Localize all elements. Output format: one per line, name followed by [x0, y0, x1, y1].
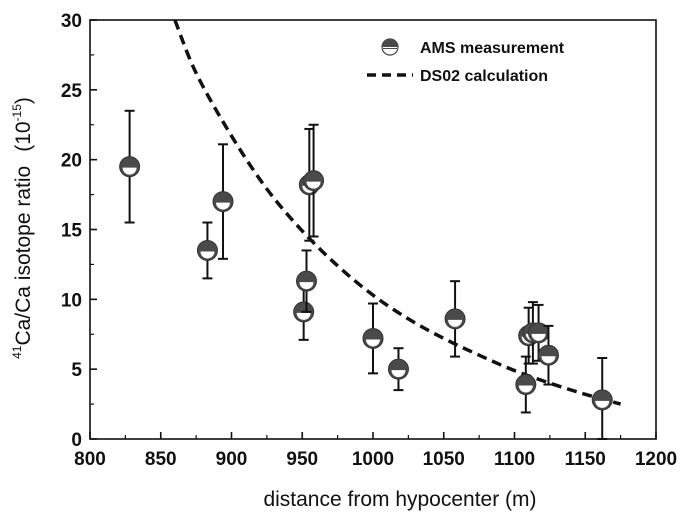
y-tick-label: 15 — [61, 221, 83, 242]
x-axis-title: distance from hypocenter (m) — [263, 488, 536, 511]
x-tick-label: 800 — [74, 449, 106, 470]
marker-light-half — [200, 251, 215, 259]
legend-label-ds02: DS02 calculation — [420, 68, 548, 85]
marker-light-half — [595, 400, 610, 408]
ams-point — [591, 356, 613, 440]
y-tick-label: 20 — [61, 151, 82, 172]
marker-light-half — [122, 167, 137, 175]
ams-point — [196, 221, 218, 280]
y-axis-unit-close: ) — [12, 97, 35, 104]
x-tick-label: 1000 — [352, 449, 394, 470]
ds02-curve — [173, 19, 622, 406]
x-tick-label: 1200 — [635, 449, 677, 470]
y-axis-title-superscript: 41 — [10, 345, 24, 359]
y-tick-label: 0 — [71, 430, 82, 451]
ams-point — [362, 302, 384, 375]
ams-point — [119, 109, 141, 224]
marker-light-half — [518, 385, 533, 393]
y-axis-unit-exp: -15 — [10, 104, 24, 122]
marker-light-half — [299, 282, 314, 290]
ams-point — [444, 280, 466, 358]
marker-light-half — [306, 181, 321, 189]
marker-light-half — [391, 370, 406, 378]
y-tick-label: 25 — [61, 81, 83, 102]
y-tick-label: 30 — [61, 11, 82, 32]
svg-text:41Ca/Ca isotope ratio(10-15): 41Ca/Ca isotope ratio (10-15) — [10, 97, 35, 359]
x-tick-label: 850 — [145, 449, 177, 470]
marker-light-half — [366, 339, 380, 347]
marker-light-half — [448, 319, 463, 327]
marker-light-half — [541, 356, 556, 364]
x-tick-label: 1050 — [423, 449, 465, 470]
ams-point — [212, 143, 234, 260]
ams-point — [528, 303, 550, 362]
y-axis-unit-base: (10 — [12, 121, 35, 151]
y-tick-label: 5 — [71, 360, 82, 381]
plot-frame — [89, 19, 657, 440]
legend: AMS measurement DS02 calculation — [367, 38, 565, 85]
y-axis-title-main: Ca/Ca isotope ratio — [12, 166, 35, 346]
y-tick-label: 10 — [61, 290, 82, 311]
ams-point — [387, 347, 409, 392]
x-tick-label: 1100 — [494, 449, 535, 470]
ams-points-layer — [119, 109, 613, 440]
legend-marker-ams — [381, 38, 399, 56]
x-tick-label: 1150 — [565, 449, 606, 470]
ams-point — [537, 324, 559, 386]
axes: 800 850 900 950 1000 1050 1100 1150 1200 0 5 10 15 20… — [61, 11, 677, 470]
x-tick-label: 900 — [216, 449, 248, 470]
marker-light-half — [531, 333, 546, 341]
ams-point — [295, 249, 317, 313]
legend-label-ams: AMS measurement — [420, 40, 565, 57]
ds02-curve-layer — [173, 19, 622, 406]
marker-light-half — [216, 202, 231, 210]
marker-light-half — [296, 312, 311, 320]
ams-point — [303, 123, 325, 238]
x-tick-label: 950 — [286, 449, 318, 470]
ams-point — [515, 355, 537, 414]
y-axis-title: 41Ca/Ca isotope ratio (10-15) — [10, 97, 35, 359]
